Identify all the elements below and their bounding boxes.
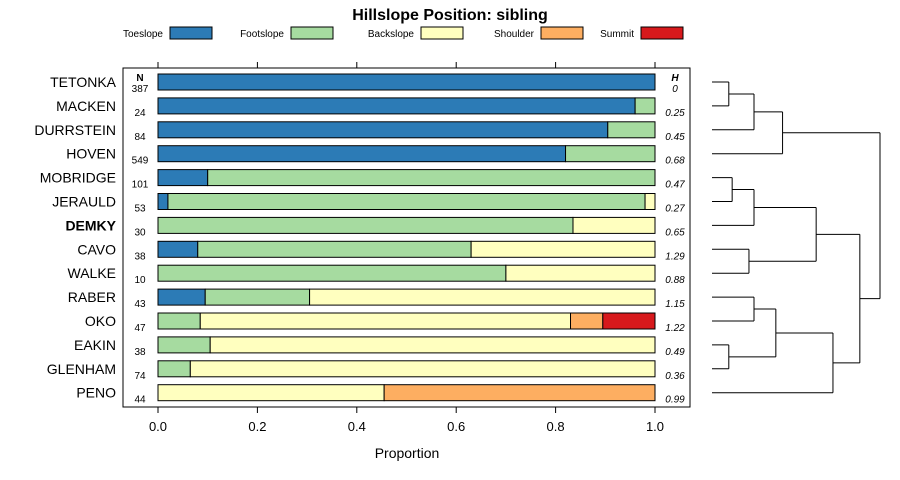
- row-label: MOBRIDGE: [40, 170, 116, 186]
- row-label: WALKE: [68, 265, 117, 281]
- h-value: 0.99: [665, 395, 685, 406]
- n-value: 101: [132, 180, 149, 191]
- n-value: 24: [134, 108, 146, 119]
- x-tick-label: 0.4: [348, 419, 366, 434]
- h-value: 0.68: [665, 156, 685, 167]
- row-label: GLENHAM: [47, 361, 116, 377]
- bar-segment-backslope: [572, 216, 656, 234]
- bar-segment-footslope: [167, 193, 646, 210]
- legend-label-backslope: Backslope: [368, 29, 415, 40]
- plot-panel: 0.0 0.2 0.4 0.6 0.8 1.0 N H TETONKA 387 0 MACKEN 24 0…: [34, 62, 691, 434]
- n-value: 38: [134, 347, 146, 358]
- x-tick-label: 1.0: [646, 419, 664, 434]
- legend-swatch-backslope: [420, 26, 464, 40]
- bar-segment-shoulder: [383, 384, 656, 402]
- h-value: 0.65: [665, 227, 685, 238]
- bar-segment-toeslope: [157, 73, 656, 91]
- bar-segment-footslope: [157, 336, 211, 354]
- bar-segment-summit: [602, 312, 656, 330]
- n-value: 38: [134, 251, 146, 262]
- bar-segment-backslope: [189, 360, 656, 378]
- bar-segment-footslope: [565, 145, 656, 163]
- legend-label-shoulder: Shoulder: [494, 29, 535, 40]
- legend-label-toeslope: Toeslope: [123, 29, 163, 40]
- n-value: 44: [134, 395, 146, 406]
- legend-swatch-toeslope: [169, 26, 213, 40]
- h-value: 0: [672, 84, 678, 95]
- n-value: 47: [134, 323, 146, 334]
- x-tick-label: 0.0: [149, 419, 167, 434]
- plot-frame: [122, 67, 691, 408]
- n-header: N: [136, 73, 143, 84]
- row-label: MACKEN: [56, 98, 116, 114]
- x-axis-title: Proportion: [375, 445, 440, 461]
- row-label: HOVEN: [66, 146, 116, 162]
- n-value: 10: [134, 275, 146, 286]
- bar-segment-shoulder: [570, 312, 604, 330]
- bar-segment-toeslope: [157, 240, 199, 258]
- bar-segment-backslope: [199, 312, 572, 330]
- bar-segment-footslope: [157, 264, 507, 282]
- n-value: 387: [132, 84, 149, 95]
- row-label: RABER: [68, 289, 116, 305]
- bar-segment-footslope: [207, 169, 656, 187]
- n-value: 84: [134, 132, 146, 143]
- legend-swatch-summit: [640, 26, 684, 40]
- row-label: EAKIN: [74, 337, 116, 353]
- h-value: 0.45: [665, 132, 685, 143]
- bar-segment-toeslope: [157, 121, 609, 139]
- row-label: DEMKY: [65, 217, 116, 233]
- row-label: JERAULD: [52, 194, 116, 210]
- row-label: TETONKA: [50, 74, 117, 90]
- legend: Toeslope Footslope Backslope Shoulder Summit: [123, 26, 684, 40]
- h-value: 0.88: [665, 275, 685, 286]
- h-value: 1.29: [665, 251, 685, 262]
- bar-segment-toeslope: [157, 169, 209, 187]
- bar-segment-toeslope: [157, 193, 169, 210]
- bar-segment-backslope: [470, 240, 656, 258]
- n-value: 549: [132, 156, 149, 167]
- bar-segment-backslope: [505, 264, 656, 282]
- h-value: 0.47: [665, 180, 685, 191]
- h-value: 1.22: [665, 323, 685, 334]
- x-tick-label: 0.8: [547, 419, 565, 434]
- bar-segment-toeslope: [157, 97, 636, 115]
- bar-segment-footslope: [607, 121, 656, 139]
- legend-swatch-shoulder: [540, 26, 584, 40]
- chart-title: Hillslope Position: sibling: [352, 7, 548, 24]
- dendrogram: [712, 81, 881, 394]
- n-value: 53: [134, 204, 146, 215]
- bar-segment-footslope: [157, 216, 574, 234]
- n-value: 30: [134, 227, 146, 238]
- h-header: H: [671, 73, 679, 84]
- bar-segment-backslope: [309, 288, 656, 306]
- bar-segment-footslope: [204, 288, 311, 306]
- h-value: 0.36: [665, 371, 685, 382]
- n-value: 43: [134, 299, 146, 310]
- row-label: DURRSTEIN: [34, 122, 116, 138]
- bar-segment-toeslope: [157, 288, 206, 306]
- n-value: 74: [134, 371, 146, 382]
- bar-segment-backslope: [157, 384, 385, 402]
- bar-segment-footslope: [157, 312, 201, 330]
- bar-segment-footslope: [157, 360, 191, 378]
- legend-swatch-footslope: [290, 26, 334, 40]
- h-value: 0.27: [665, 204, 685, 215]
- row-label: OKO: [85, 313, 116, 329]
- bar-segment-footslope: [197, 240, 472, 258]
- legend-label-footslope: Footslope: [240, 29, 284, 40]
- bar-segment-backslope: [209, 336, 656, 354]
- h-value: 0.49: [665, 347, 685, 358]
- bar-segment-toeslope: [157, 145, 567, 163]
- bar-segment-footslope: [634, 97, 656, 115]
- h-value: 1.15: [665, 299, 685, 310]
- row-label: PENO: [76, 385, 116, 401]
- row-label: CAVO: [77, 241, 116, 257]
- h-value: 0.25: [665, 108, 685, 119]
- legend-label-summit: Summit: [600, 29, 634, 40]
- x-tick-label: 0.6: [447, 419, 465, 434]
- bar-segment-backslope: [644, 193, 656, 210]
- x-tick-label: 0.2: [248, 419, 266, 434]
